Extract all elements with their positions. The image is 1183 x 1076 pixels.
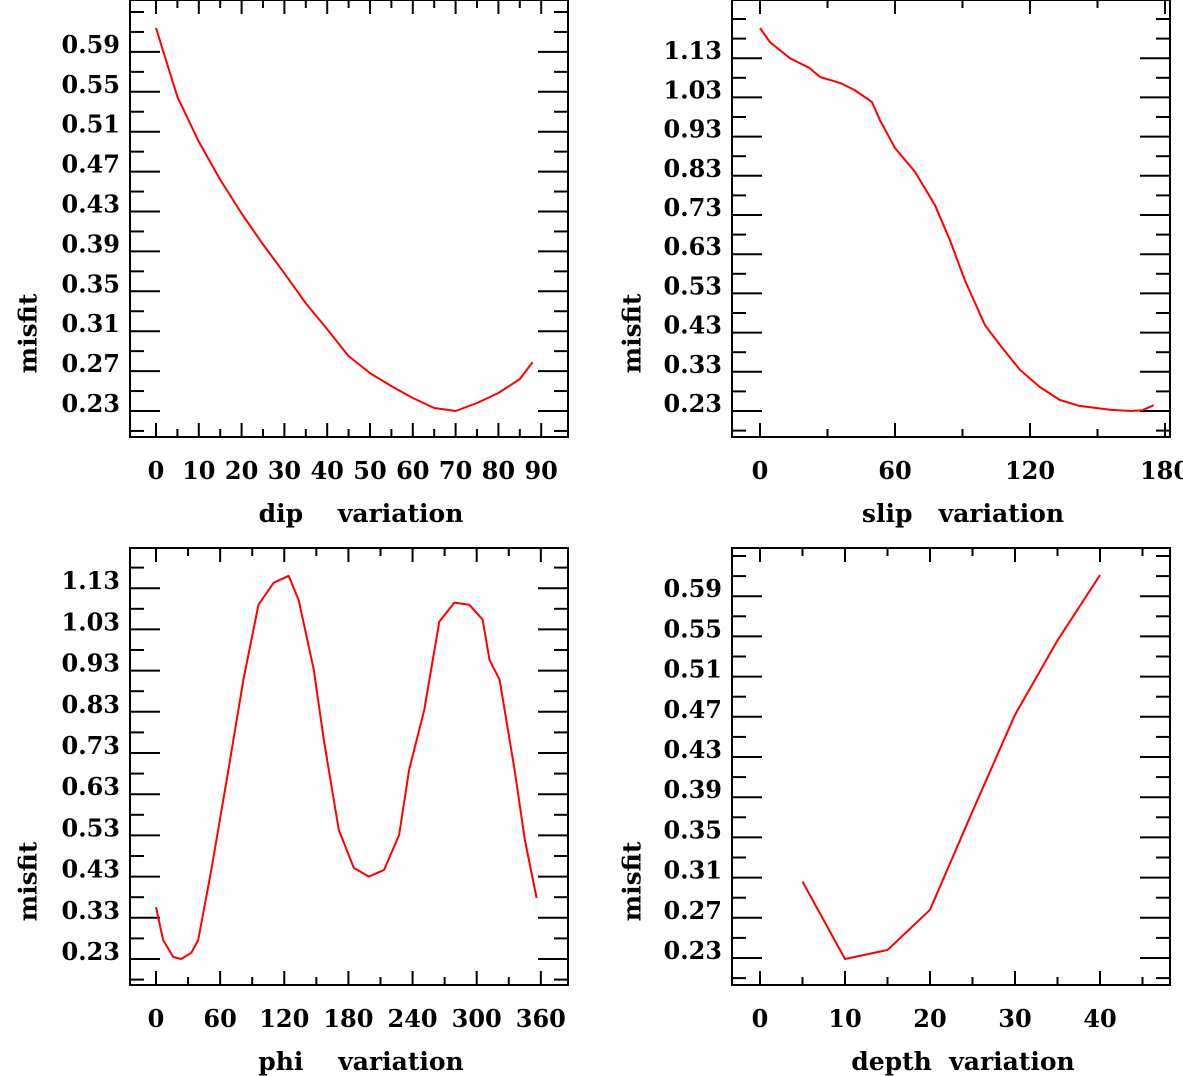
x-tick-label: 300 bbox=[452, 1004, 502, 1033]
x-tick-label: 20 bbox=[913, 1004, 946, 1033]
y-tick-label: 0.23 bbox=[664, 936, 722, 965]
x-tick-label: 360 bbox=[516, 1004, 566, 1033]
x-tick-label: 70 bbox=[439, 456, 472, 485]
y-tick-label: 0.47 bbox=[664, 695, 722, 724]
y-tick-label: 0.55 bbox=[62, 70, 120, 99]
y-tick-label: 0.33 bbox=[664, 350, 722, 379]
y-tick-label: 0.51 bbox=[664, 655, 722, 684]
y-tick-label: 1.13 bbox=[62, 566, 120, 595]
y-tick-label: 0.43 bbox=[664, 735, 722, 764]
x-tick-label: 30 bbox=[268, 456, 301, 485]
x-tick-label: 80 bbox=[482, 456, 515, 485]
x-tick-label: 240 bbox=[388, 1004, 438, 1033]
phi-panel: 0 60 120 180 240 300 360 0.23 0.33 0.43 0.53 0.63 0.… bbox=[13, 547, 569, 1076]
x-tick-label: 0 bbox=[148, 1004, 165, 1033]
slip-panel: 0 60 120 180 0.23 0.33 0.43 0.53 0.63 0.73 0.83 0.9… bbox=[617, 0, 1183, 528]
x-tick-label: 60 bbox=[203, 1004, 236, 1033]
y-tick-label: 0.93 bbox=[62, 649, 120, 678]
x-tick-label: 10 bbox=[182, 456, 215, 485]
y-tick-label: 0.59 bbox=[62, 30, 120, 59]
x-tick-label: 30 bbox=[998, 1004, 1031, 1033]
y-tick-label: 0.23 bbox=[664, 389, 722, 418]
y-tick-label: 0.59 bbox=[664, 574, 722, 603]
y-tick-label: 0.43 bbox=[62, 190, 120, 219]
x-tick-label: 180 bbox=[323, 1004, 373, 1033]
y-tick-label: 0.51 bbox=[62, 110, 120, 139]
y-tick-label: 0.35 bbox=[62, 269, 120, 298]
x-axis-title: slip variation bbox=[862, 499, 1064, 528]
y-tick-label: 0.93 bbox=[664, 115, 722, 144]
y-tick-label: 0.27 bbox=[664, 896, 722, 925]
x-axis-title: depth variation bbox=[851, 1047, 1075, 1076]
dip-plot-frame bbox=[129, 0, 569, 438]
slip-misfit-line bbox=[759, 27, 1155, 412]
y-axis-title: misfit bbox=[13, 841, 42, 921]
x-tick-label: 40 bbox=[1083, 1004, 1116, 1033]
y-tick-label: 0.39 bbox=[62, 229, 120, 258]
x-tick-label: 180 bbox=[1140, 456, 1183, 485]
x-tick-label: 40 bbox=[310, 456, 343, 485]
x-tick-label: 50 bbox=[353, 456, 386, 485]
y-tick-label: 0.83 bbox=[62, 690, 120, 719]
x-tick-label: 90 bbox=[524, 456, 557, 485]
phi-plot-frame bbox=[129, 547, 569, 986]
y-tick-label: 0.35 bbox=[664, 815, 722, 844]
y-axis-title: misfit bbox=[13, 293, 42, 373]
dip-panel: 0 10 20 30 40 50 60 70 80 90 0.23 0.27 0.31 0.35 0.39 0… bbox=[13, 0, 569, 528]
y-tick-label: 0.73 bbox=[664, 193, 722, 222]
y-tick-label: 0.83 bbox=[664, 154, 722, 183]
y-tick-label: 1.03 bbox=[62, 607, 120, 636]
x-tick-label: 120 bbox=[259, 1004, 309, 1033]
y-tick-label: 0.31 bbox=[664, 856, 722, 885]
x-tick-label: 60 bbox=[878, 456, 911, 485]
x-tick-label: 20 bbox=[225, 456, 258, 485]
x-tick-label: 120 bbox=[1005, 456, 1055, 485]
y-tick-label: 0.43 bbox=[62, 855, 120, 884]
depth-misfit-line bbox=[801, 574, 1101, 960]
dip-misfit-line bbox=[155, 27, 534, 412]
x-axis-title: dip variation bbox=[259, 499, 464, 528]
y-tick-label: 0.23 bbox=[62, 389, 120, 418]
y-tick-label: 0.55 bbox=[664, 614, 722, 643]
phi-misfit-line bbox=[155, 574, 538, 960]
y-axis-title: misfit bbox=[617, 841, 646, 921]
y-tick-label: 0.73 bbox=[62, 731, 120, 760]
y-tick-label: 0.53 bbox=[62, 813, 120, 842]
slip-plot-frame bbox=[731, 0, 1171, 438]
x-axis-title: phi variation bbox=[258, 1047, 463, 1076]
y-tick-label: 0.31 bbox=[62, 309, 120, 338]
depth-panel: 0 10 20 30 40 0.23 0.27 0.31 0.35 0.39 0.43 0.47 0.5… bbox=[617, 547, 1171, 1076]
y-tick-label: 0.63 bbox=[62, 772, 120, 801]
y-tick-label: 0.53 bbox=[664, 271, 722, 300]
y-axis-title: misfit bbox=[617, 293, 646, 373]
x-tick-label: 60 bbox=[396, 456, 429, 485]
y-tick-label: 0.39 bbox=[664, 775, 722, 804]
depth-plot-frame bbox=[731, 547, 1171, 986]
y-tick-label: 0.33 bbox=[62, 896, 120, 925]
y-tick-label: 0.63 bbox=[664, 232, 722, 261]
x-tick-label: 0 bbox=[752, 1004, 769, 1033]
y-tick-label: 1.03 bbox=[664, 75, 722, 104]
y-tick-label: 1.13 bbox=[664, 36, 722, 65]
x-tick-label: 0 bbox=[752, 456, 769, 485]
y-tick-label: 0.43 bbox=[664, 311, 722, 340]
y-tick-label: 0.47 bbox=[62, 150, 120, 179]
y-tick-label: 0.23 bbox=[62, 937, 120, 966]
x-tick-label: 0 bbox=[148, 456, 165, 485]
x-tick-label: 10 bbox=[828, 1004, 861, 1033]
y-tick-label: 0.27 bbox=[62, 349, 120, 378]
